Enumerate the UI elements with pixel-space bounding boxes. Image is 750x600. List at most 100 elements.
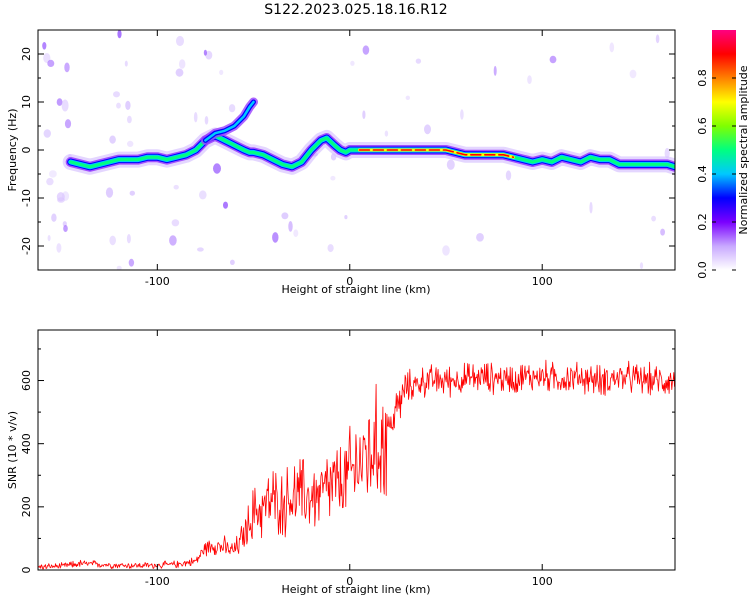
noise-blob bbox=[171, 219, 180, 227]
noise-blob bbox=[105, 187, 114, 198]
noise-blob bbox=[293, 229, 299, 237]
noise-blob bbox=[49, 170, 57, 178]
noise-blob bbox=[199, 190, 207, 200]
y-tick-label: 10 bbox=[20, 95, 33, 109]
noise-blob bbox=[223, 201, 228, 209]
branch-layer-2 bbox=[204, 100, 255, 142]
noise-blob bbox=[527, 75, 532, 84]
noise-blob bbox=[230, 259, 235, 265]
noise-blob bbox=[173, 184, 179, 190]
x-tick-label: -100 bbox=[145, 275, 170, 288]
noise-blob bbox=[629, 69, 637, 79]
noise-blob bbox=[272, 232, 279, 243]
snr-line bbox=[38, 359, 675, 570]
noise-blob bbox=[651, 215, 656, 222]
noise-blob bbox=[219, 69, 224, 75]
colorbar-tick-label: 0.4 bbox=[696, 165, 709, 183]
y-tick-label: -10 bbox=[20, 189, 33, 207]
noise-blob bbox=[330, 175, 336, 181]
noise-blob bbox=[664, 147, 670, 159]
noise-blob bbox=[124, 60, 128, 67]
noise-blob bbox=[288, 221, 293, 232]
noise-blob bbox=[493, 65, 497, 76]
x-tick-label: 100 bbox=[532, 275, 553, 288]
noise-blob bbox=[113, 91, 120, 98]
noise-blob bbox=[64, 62, 70, 73]
noise-blob bbox=[405, 95, 410, 101]
noise-blob bbox=[128, 258, 135, 267]
noise-blob bbox=[176, 35, 184, 47]
noise-blob bbox=[175, 68, 184, 77]
noise-blob bbox=[655, 34, 660, 44]
noise-blob bbox=[424, 124, 431, 135]
y-tick-label: 200 bbox=[20, 496, 33, 517]
colorbar-label: Normalized spectral amplitude bbox=[737, 65, 750, 234]
noise-blob bbox=[589, 201, 593, 214]
noise-blob bbox=[109, 235, 116, 246]
noise-blob bbox=[213, 163, 221, 174]
snr-frame bbox=[37, 329, 676, 571]
colorbar-gradient bbox=[712, 30, 736, 270]
noise-blob bbox=[415, 58, 422, 64]
noise-blob bbox=[126, 115, 132, 124]
noise-blob bbox=[327, 244, 334, 253]
noise-blob bbox=[609, 42, 615, 53]
ridge-core-red bbox=[358, 149, 515, 158]
noise-blob bbox=[228, 104, 236, 113]
noise-blob bbox=[549, 55, 557, 64]
snr-ticks: -100 0 100 0 200 400 600 bbox=[20, 330, 675, 588]
spectrogram-x-axis-label: Height of straight line (km) bbox=[281, 283, 430, 296]
snr-panel: -100 0 100 0 200 400 600 Height of straight li… bbox=[6, 329, 676, 596]
noise-blob bbox=[193, 112, 198, 123]
colorbar-tick-label: 0.8 bbox=[696, 69, 709, 87]
noise-blob bbox=[117, 30, 122, 39]
noise-blob bbox=[203, 49, 207, 56]
y-tick-label: 0 bbox=[20, 567, 33, 574]
noise-blob bbox=[47, 59, 55, 67]
noise-blob bbox=[64, 119, 72, 129]
y-tick-label: 0 bbox=[20, 147, 33, 154]
x-tick-label: -100 bbox=[145, 575, 170, 588]
noise-blob bbox=[344, 215, 348, 220]
noise-blob bbox=[384, 130, 389, 137]
noise-blob bbox=[204, 116, 209, 125]
colorbar-tick-label: 0.2 bbox=[696, 213, 709, 231]
noise-blob bbox=[169, 235, 177, 246]
noise-blob bbox=[63, 225, 68, 232]
snr-x-axis-label: Height of straight line (km) bbox=[281, 583, 430, 596]
snr-series bbox=[38, 359, 675, 570]
noise-blob bbox=[350, 60, 355, 66]
spectrogram-ridge bbox=[62, 97, 675, 175]
colorbar-tick-label: 0.6 bbox=[696, 117, 709, 135]
noise-blob bbox=[460, 109, 464, 120]
noise-blob bbox=[43, 129, 51, 138]
noise-blob bbox=[56, 98, 63, 106]
noise-blob bbox=[116, 265, 122, 270]
y-tick-label: 20 bbox=[20, 47, 33, 61]
colorbar-ticks: 0.0 0.2 0.4 0.6 0.8 bbox=[696, 69, 736, 279]
noise-blob bbox=[179, 59, 186, 69]
noise-blob bbox=[47, 235, 51, 242]
x-tick-label: 100 bbox=[532, 575, 553, 588]
y-tick-label: -20 bbox=[20, 237, 33, 255]
noise-blob bbox=[442, 245, 450, 256]
noise-blob bbox=[205, 50, 213, 60]
noise-blob bbox=[281, 212, 289, 220]
noise-blob bbox=[362, 110, 366, 119]
noise-blob bbox=[61, 99, 69, 112]
noise-blob bbox=[56, 243, 62, 253]
x-tick-label: 0 bbox=[346, 575, 353, 588]
y-tick-label: 600 bbox=[20, 370, 33, 391]
x-tick-label: 0 bbox=[346, 275, 353, 288]
noise-blob bbox=[126, 234, 131, 244]
noise-blob bbox=[446, 159, 455, 170]
colorbar: 0.0 0.2 0.4 0.6 0.8 Normalized spectral ampl… bbox=[696, 30, 750, 279]
noise-blob bbox=[125, 100, 131, 110]
noise-blob bbox=[51, 213, 57, 222]
noise-blob bbox=[116, 102, 121, 109]
noise-blob bbox=[660, 228, 665, 236]
noise-blob bbox=[46, 177, 54, 186]
